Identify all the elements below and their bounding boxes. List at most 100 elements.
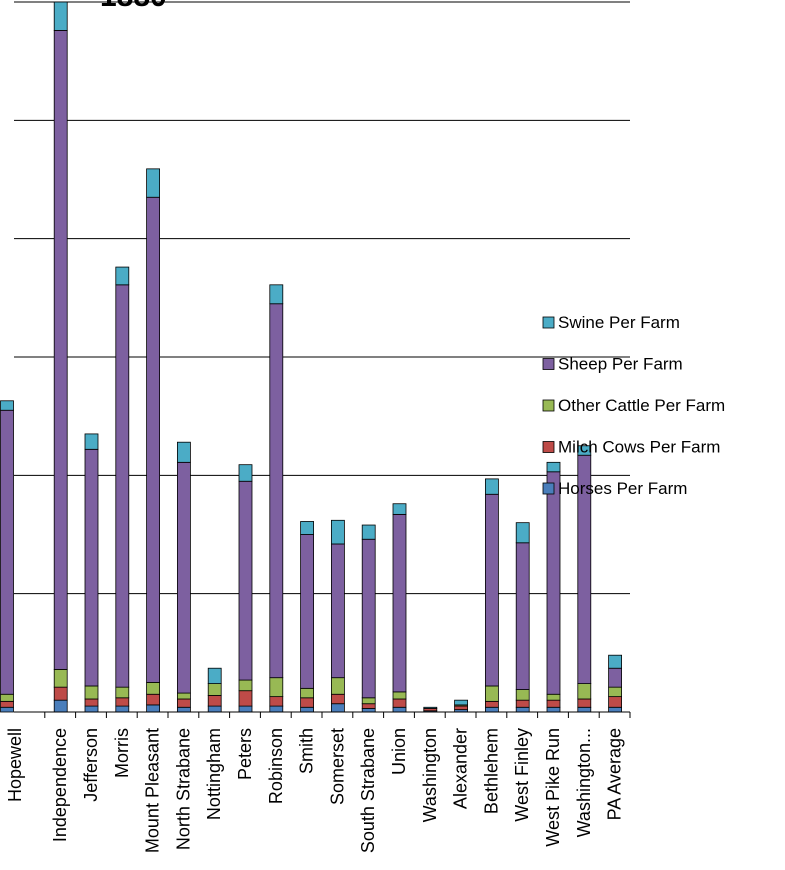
bar-12-4 — [392, 503, 407, 515]
x-tick-label-11: South Strabane — [358, 728, 378, 853]
x-tick-label-16: West Finley — [512, 728, 532, 822]
bar-0-1 — [0, 700, 14, 708]
bar-8-0 — [269, 705, 284, 713]
bar-16-1 — [515, 699, 530, 708]
legend-label-4: Horses Per Farm — [558, 479, 687, 498]
bar-12-0 — [392, 706, 407, 713]
bar-19-0 — [608, 706, 622, 713]
bar-12-1 — [392, 698, 407, 708]
bar-6-1 — [207, 695, 222, 707]
bar-1-2 — [53, 669, 68, 688]
legend-swatch-0 — [542, 316, 555, 329]
bar-17-2 — [546, 693, 561, 701]
bar-18-4 — [577, 445, 592, 456]
bar-7-1 — [238, 690, 253, 707]
bar-9-1 — [300, 697, 315, 708]
bar-4-3 — [146, 196, 161, 683]
x-tick-label-4: Mount Pleasant — [143, 728, 163, 853]
bar-3-3 — [115, 284, 130, 688]
bar-4-0 — [146, 704, 161, 713]
bar-19-1 — [608, 696, 622, 708]
bar-0-2 — [0, 693, 14, 702]
bar-19-4 — [608, 654, 622, 669]
bar-5-4 — [176, 441, 191, 463]
legend-swatch-4 — [542, 482, 555, 495]
bar-10-4 — [330, 519, 345, 545]
legend-swatch-3 — [542, 441, 555, 453]
bar-10-3 — [330, 543, 345, 679]
bar-11-3 — [361, 538, 376, 699]
bar-18-0 — [577, 706, 592, 713]
bar-4-2 — [146, 682, 161, 695]
bar-15-1 — [484, 700, 499, 708]
bar-15-3 — [484, 493, 499, 687]
x-tick-label-14: Alexander — [451, 728, 471, 809]
bar-3-0 — [115, 705, 130, 713]
bar-19-3 — [608, 667, 622, 688]
bar-14-1 — [454, 705, 469, 711]
bar-8-2 — [269, 677, 284, 698]
legend-label-1: Sheep Per Farm — [558, 355, 683, 374]
bar-18-1 — [577, 698, 592, 708]
bar-9-0 — [300, 706, 315, 713]
x-tick-label-3: Morris — [112, 728, 132, 778]
bar-0-0 — [0, 706, 14, 713]
bar-2-1 — [84, 698, 99, 707]
x-tick-label-5: North Strabane — [173, 728, 193, 850]
bar-11-0 — [361, 708, 376, 713]
bar-1-1 — [53, 686, 68, 701]
bar-11-2 — [361, 697, 376, 705]
legend-label-0: Swine Per Farm — [558, 313, 680, 332]
bar-1-0 — [53, 699, 68, 713]
bar-17-0 — [546, 706, 561, 713]
x-tick-labels: Hopewell Independence Jefferson Morris Mount… — [5, 728, 625, 853]
chart-title-fragment: 1880 — [100, 0, 167, 13]
bar-4-1 — [146, 693, 161, 706]
bar-7-4 — [238, 464, 253, 482]
bar-1-3 — [53, 29, 68, 670]
bar-6-0 — [207, 705, 222, 713]
x-tick-label-2: Jefferson — [81, 728, 101, 802]
bar-2-0 — [84, 705, 99, 713]
bar-5-0 — [176, 706, 191, 713]
bar-5-1 — [176, 698, 191, 708]
legend-label-2: Other Cattle Per Farm — [558, 396, 725, 415]
bar-16-2 — [515, 689, 530, 701]
legend-label-3: Milch Cows Per Farm — [558, 438, 720, 457]
x-tick-label-15: Bethlehem — [481, 728, 501, 814]
bar-2-4 — [84, 433, 99, 450]
x-tick-label-9: Smith — [297, 728, 317, 774]
bar-0-3 — [0, 409, 14, 695]
x-tick-label-8: Robinson — [266, 728, 286, 804]
bar-11-1 — [361, 703, 376, 709]
x-tick-label-12: Union — [389, 728, 409, 775]
bar-5-3 — [176, 461, 191, 694]
bar-9-2 — [300, 687, 315, 699]
x-tick-label-6: Nottingham — [204, 728, 224, 820]
bar-2-3 — [84, 448, 99, 687]
bar-17-4 — [546, 461, 561, 473]
bar-10-2 — [330, 677, 345, 695]
x-tick-label-0: Hopewell — [5, 728, 25, 802]
bar-16-0 — [515, 706, 530, 713]
bar-15-0 — [484, 706, 499, 713]
bar-3-1 — [115, 697, 130, 707]
bar-10-1 — [330, 693, 345, 705]
x-tick-label-17: West Pike Run — [543, 728, 563, 847]
gridlines — [14, 1, 630, 595]
bar-8-3 — [269, 303, 284, 679]
bar-11-4 — [361, 524, 376, 540]
bar-10-0 — [330, 703, 345, 713]
x-tick-label-1: Independence — [50, 728, 70, 842]
bar-8-4 — [269, 284, 284, 305]
x-tick-label-10: Somerset — [327, 728, 347, 805]
bar-6-4 — [207, 667, 222, 685]
bar-8-1 — [269, 696, 284, 707]
bar-17-1 — [546, 699, 561, 708]
bar-4-4 — [146, 168, 161, 198]
legend-swatch-1 — [542, 358, 555, 370]
x-tick-label-19: PA Average — [605, 728, 625, 820]
bar-1-4 — [53, 1, 68, 31]
bar-7-3 — [238, 480, 253, 681]
bar-16-4 — [515, 522, 530, 544]
